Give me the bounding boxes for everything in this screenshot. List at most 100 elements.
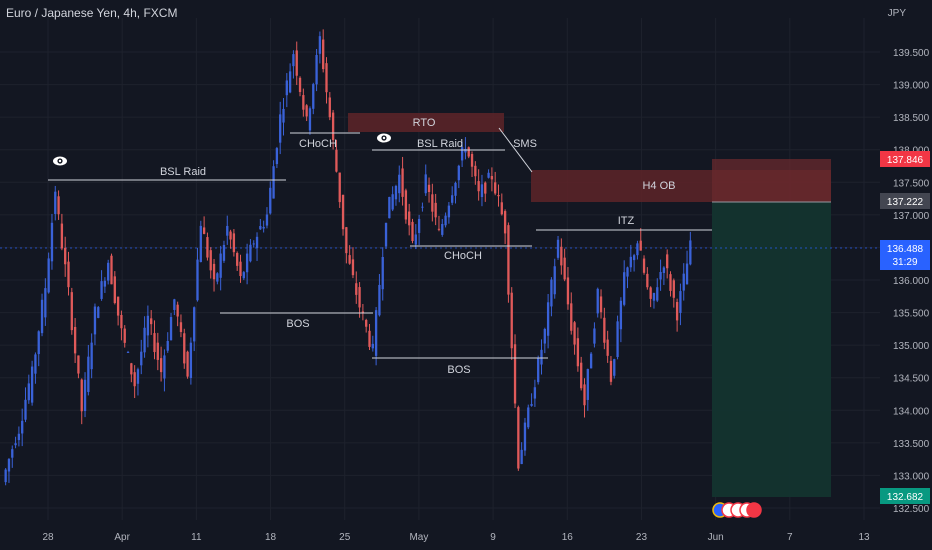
candle-body bbox=[245, 253, 249, 273]
candle-body bbox=[34, 354, 37, 374]
candle-body bbox=[272, 166, 275, 199]
candle-body bbox=[371, 343, 374, 349]
candle-body bbox=[616, 321, 619, 358]
currency-label: JPY bbox=[887, 8, 906, 19]
time-tick-label: 7 bbox=[787, 532, 793, 543]
symbol-title: Euro / Japanese Yen, 4h, FXCM bbox=[6, 6, 178, 20]
eye-icon bbox=[377, 133, 391, 143]
candle-body bbox=[130, 363, 133, 375]
annotation-bsl-raid-1: BSL Raid bbox=[160, 166, 206, 178]
annotation-sms: SMS bbox=[513, 138, 537, 150]
candle-body bbox=[229, 231, 232, 240]
candle-body bbox=[60, 223, 64, 249]
time-tick-label: 28 bbox=[42, 532, 54, 543]
candle-body bbox=[685, 263, 689, 285]
time-tick-label: 16 bbox=[562, 532, 574, 543]
price-label-current bbox=[880, 240, 930, 270]
candle-body bbox=[269, 187, 272, 214]
candle-body bbox=[312, 84, 315, 109]
candle-body bbox=[159, 358, 163, 373]
candle-body bbox=[328, 97, 331, 118]
candle-body bbox=[487, 172, 490, 178]
candle-body bbox=[659, 271, 662, 280]
candle-body bbox=[14, 443, 17, 446]
candle-body bbox=[206, 237, 209, 258]
candle-body bbox=[143, 327, 146, 353]
candle-body bbox=[133, 372, 136, 387]
candle-body bbox=[365, 319, 368, 327]
candle-body bbox=[411, 221, 414, 242]
candle-body bbox=[417, 218, 421, 233]
candle-body bbox=[606, 339, 609, 356]
eye-icon bbox=[53, 156, 67, 166]
candle-body bbox=[275, 148, 279, 165]
candle-body bbox=[209, 250, 212, 271]
candle-body bbox=[652, 293, 656, 301]
candle-body bbox=[583, 384, 586, 406]
candle-body bbox=[153, 333, 156, 353]
candle-body bbox=[90, 342, 93, 370]
candle-body bbox=[288, 71, 292, 93]
event-icons[interactable] bbox=[712, 502, 762, 518]
candle-body bbox=[358, 287, 361, 308]
candle-body bbox=[265, 214, 269, 226]
candle-body bbox=[7, 459, 11, 472]
time-axis[interactable]: 28 Apr 11 18 25 May 9 16 23 Jun 7 13 bbox=[42, 532, 870, 543]
candle-body bbox=[503, 211, 507, 234]
candle-body bbox=[494, 182, 497, 194]
candle-body bbox=[146, 315, 150, 336]
candle-body bbox=[374, 310, 378, 356]
candle-body bbox=[259, 226, 262, 230]
price-label-stop bbox=[880, 151, 930, 167]
candle-body bbox=[454, 182, 457, 196]
candle-body bbox=[474, 165, 477, 177]
candle-body bbox=[408, 211, 411, 226]
candle-body bbox=[351, 259, 355, 276]
candle-body bbox=[120, 314, 123, 329]
candle-body bbox=[497, 194, 500, 197]
candle-body bbox=[669, 274, 672, 291]
candle-body bbox=[599, 296, 603, 313]
candle-body bbox=[282, 108, 285, 123]
candle-body bbox=[80, 379, 83, 412]
candle-body bbox=[338, 172, 341, 203]
price-label-stop-text: 137.846 bbox=[887, 155, 924, 166]
candle-body bbox=[113, 276, 116, 304]
candle-body bbox=[4, 469, 7, 483]
candle-body bbox=[467, 147, 470, 157]
target-zone bbox=[712, 202, 831, 497]
candle-body bbox=[103, 280, 107, 287]
candle-body bbox=[285, 80, 288, 96]
candle-body bbox=[540, 349, 543, 365]
annotation-choch-2: CHoCH bbox=[444, 250, 482, 262]
price-tick-label: 135.000 bbox=[893, 341, 930, 352]
candle-body bbox=[460, 147, 464, 161]
candle-body bbox=[672, 280, 675, 298]
price-axis[interactable]: 139.500139.000138.500138.000137.500137.0… bbox=[893, 48, 930, 515]
candle-body bbox=[222, 244, 226, 261]
time-tick-label: 25 bbox=[339, 532, 351, 543]
annotation-itz: ITZ bbox=[618, 215, 635, 227]
candle-body bbox=[176, 304, 179, 317]
annotation-rto: RTO bbox=[413, 117, 436, 129]
candle-body bbox=[279, 114, 282, 143]
candle-body bbox=[484, 182, 487, 194]
candle-body bbox=[236, 253, 239, 266]
candle-body bbox=[318, 36, 322, 54]
candle-body bbox=[30, 366, 34, 403]
candle-body bbox=[464, 148, 467, 153]
candle-body bbox=[398, 174, 401, 194]
candle-body bbox=[216, 273, 219, 282]
candle-body bbox=[431, 194, 434, 212]
price-tick-label: 137.000 bbox=[893, 211, 930, 222]
candle-body bbox=[378, 284, 381, 316]
candle-body bbox=[580, 362, 583, 389]
candle-body bbox=[169, 317, 173, 341]
candle-body bbox=[441, 223, 444, 235]
candle-body bbox=[626, 267, 629, 277]
candle-body bbox=[404, 190, 408, 220]
candle-body bbox=[662, 267, 666, 273]
candle-body bbox=[54, 191, 57, 214]
candle-body bbox=[447, 205, 451, 218]
